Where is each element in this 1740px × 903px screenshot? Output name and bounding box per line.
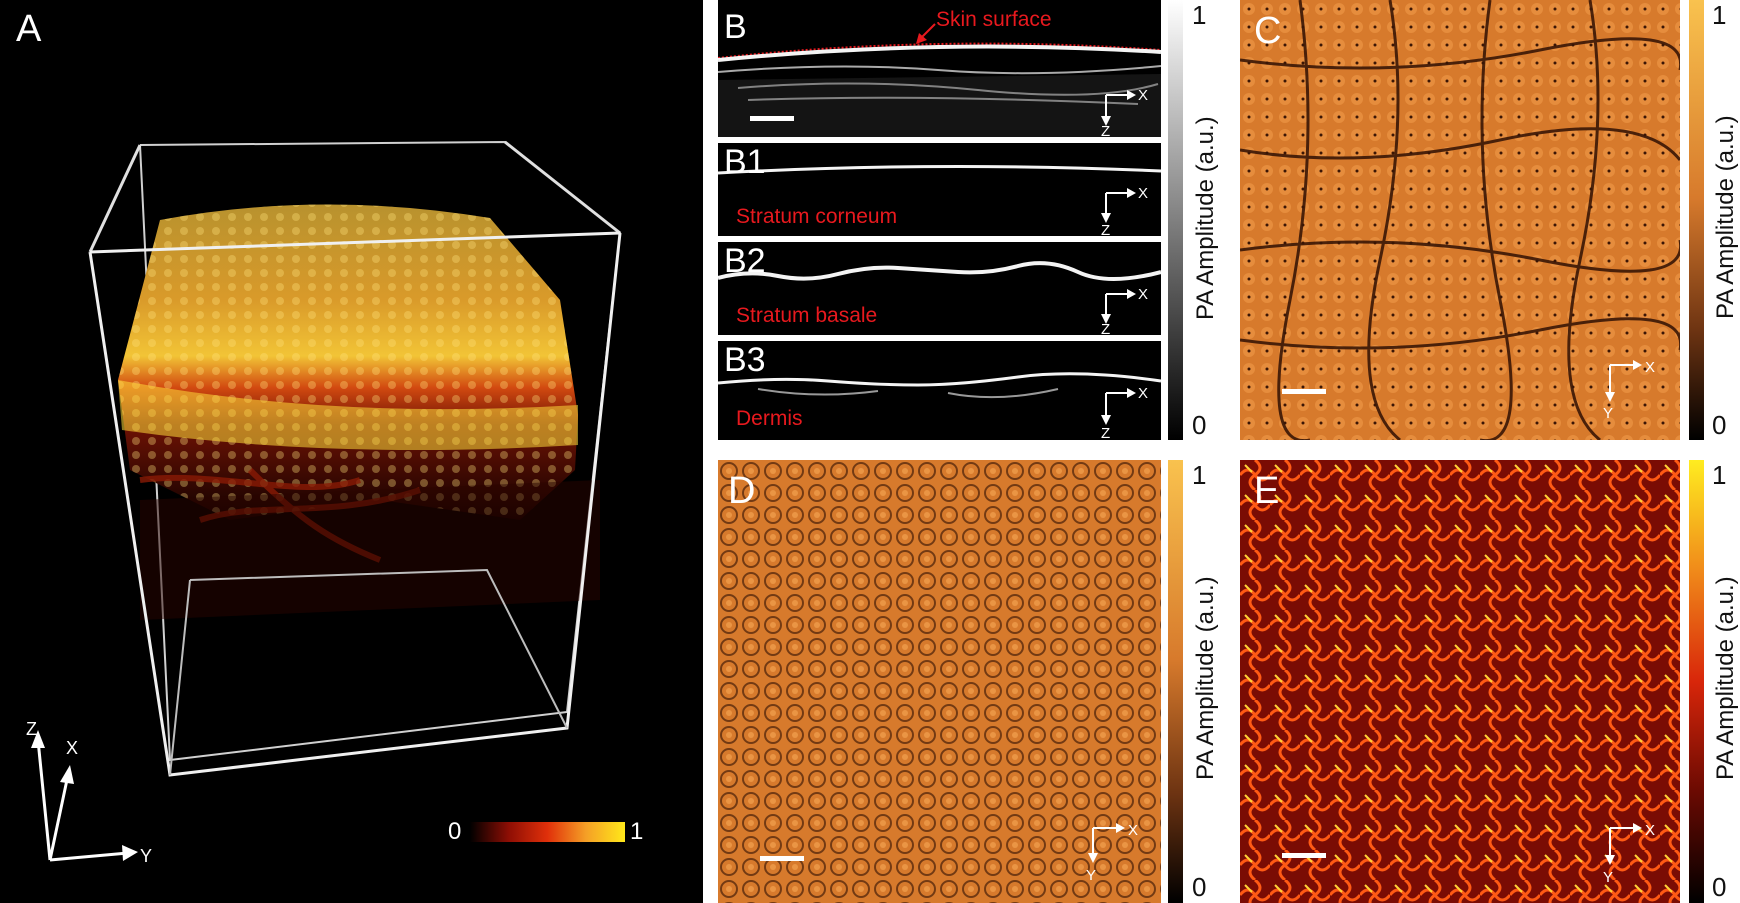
axis-label-x: X: [1138, 87, 1148, 104]
axis-label-x: X: [66, 738, 78, 758]
panel-label-b3: B3: [724, 341, 766, 379]
layer-label-stratum-basale: Stratum basale: [736, 304, 878, 327]
panel-b-bscan: X Z B Skin surface: [718, 0, 1161, 137]
panel-b3-bscan: X Z B3 Dermis: [718, 341, 1161, 440]
colorbar-c-title: PA Amplitude (a.u.): [1712, 115, 1739, 319]
colorbar-c: [1689, 0, 1704, 440]
colorbar-e: [1689, 460, 1704, 903]
colorbar-e-max: 1: [1712, 460, 1727, 490]
axes-gizmo-e: X Y: [1603, 822, 1655, 886]
axes-gizmo-c: X Y: [1603, 359, 1655, 422]
axis-label-y: Y: [1603, 405, 1613, 422]
axes-gizmo-b2: X Z: [1101, 286, 1148, 335]
panel-label-e: E: [1254, 470, 1280, 512]
panel-c-enface: X Y C: [1240, 0, 1680, 440]
colorbar-gray: [1168, 0, 1183, 440]
colorbar-a-max: 1: [630, 818, 644, 845]
axis-label-y: Y: [1603, 869, 1613, 886]
colorbar-d: [1168, 460, 1183, 903]
colorbar-d-min: 0: [1192, 872, 1207, 902]
scale-bar-e: [1282, 853, 1326, 858]
panel-label-b1: B1: [724, 143, 766, 181]
colorbar-e-min: 0: [1712, 872, 1727, 902]
axis-label-x: X: [1128, 822, 1138, 839]
box-top-front-edge: [89, 231, 621, 254]
colorbar-c-max: 1: [1712, 0, 1727, 30]
layer-label-stratum-corneum: Stratum corneum: [736, 205, 898, 228]
scale-bar-c: [1282, 389, 1326, 394]
skin-surface-line: [718, 42, 1161, 59]
axes-gizmo-d: X Y: [1086, 822, 1138, 884]
axis-label-z: Z: [1101, 123, 1110, 137]
scale-bar-d: [760, 856, 804, 861]
panel-e-vasculature: X Y E: [1240, 460, 1680, 903]
axis-label-x: X: [1645, 359, 1655, 376]
axis-label-z: Z: [1101, 222, 1110, 236]
colorbar-d-title: PA Amplitude (a.u.): [1192, 576, 1219, 780]
axes-gizmo-a: Z X Y: [26, 719, 152, 866]
panel-b1-bscan: X Z B1 Stratum corneum: [718, 143, 1161, 236]
panel-b2-bscan: X Z B2 Stratum basale: [718, 242, 1161, 335]
panel-d-enface: X Y D: [718, 460, 1161, 903]
axis-label-y: Y: [1086, 867, 1096, 884]
colorbar-c-min: 0: [1712, 410, 1727, 440]
panel-label-c: C: [1254, 10, 1282, 52]
axes-gizmo-b3: X Z: [1101, 385, 1148, 440]
panel-a-3d-volume: Z X Y A 0 1: [0, 0, 703, 903]
scale-bar-b: [750, 116, 794, 121]
axis-label-x: X: [1138, 385, 1148, 402]
axis-label-z: Z: [26, 719, 37, 739]
panel-label-b2: B2: [724, 242, 766, 280]
axis-label-x: X: [1645, 822, 1655, 839]
axis-label-x: X: [1138, 185, 1148, 202]
axis-label-x: X: [1138, 286, 1148, 303]
colorbar-gray-title: PA Amplitude (a.u.): [1192, 116, 1219, 320]
axis-label-z: Z: [1101, 425, 1110, 440]
skin-surface-label: Skin surface: [936, 8, 1052, 31]
panel-label-d: D: [728, 470, 756, 512]
colorbar-a-min: 0: [448, 818, 462, 845]
colorbar-e-title: PA Amplitude (a.u.): [1712, 576, 1739, 780]
axes-gizmo-b: X Z: [1101, 87, 1148, 137]
colorbar-d-max: 1: [1192, 460, 1207, 490]
colorbar-gray-max: 1: [1192, 0, 1207, 30]
axes-gizmo-b1: X Z: [1101, 185, 1148, 236]
panel-label-a: A: [16, 8, 42, 50]
box-front-edges: [88, 232, 622, 777]
panel-label-b: B: [724, 8, 747, 46]
volume-render: Z X Y: [26, 140, 622, 866]
colorbar-gray-min: 0: [1192, 410, 1207, 440]
annotation-arrow: [916, 23, 936, 44]
axis-label-z: Z: [1101, 321, 1110, 335]
layer-label-dermis: Dermis: [736, 407, 803, 430]
colorbar-a: [470, 822, 625, 842]
axis-label-y: Y: [140, 846, 152, 866]
